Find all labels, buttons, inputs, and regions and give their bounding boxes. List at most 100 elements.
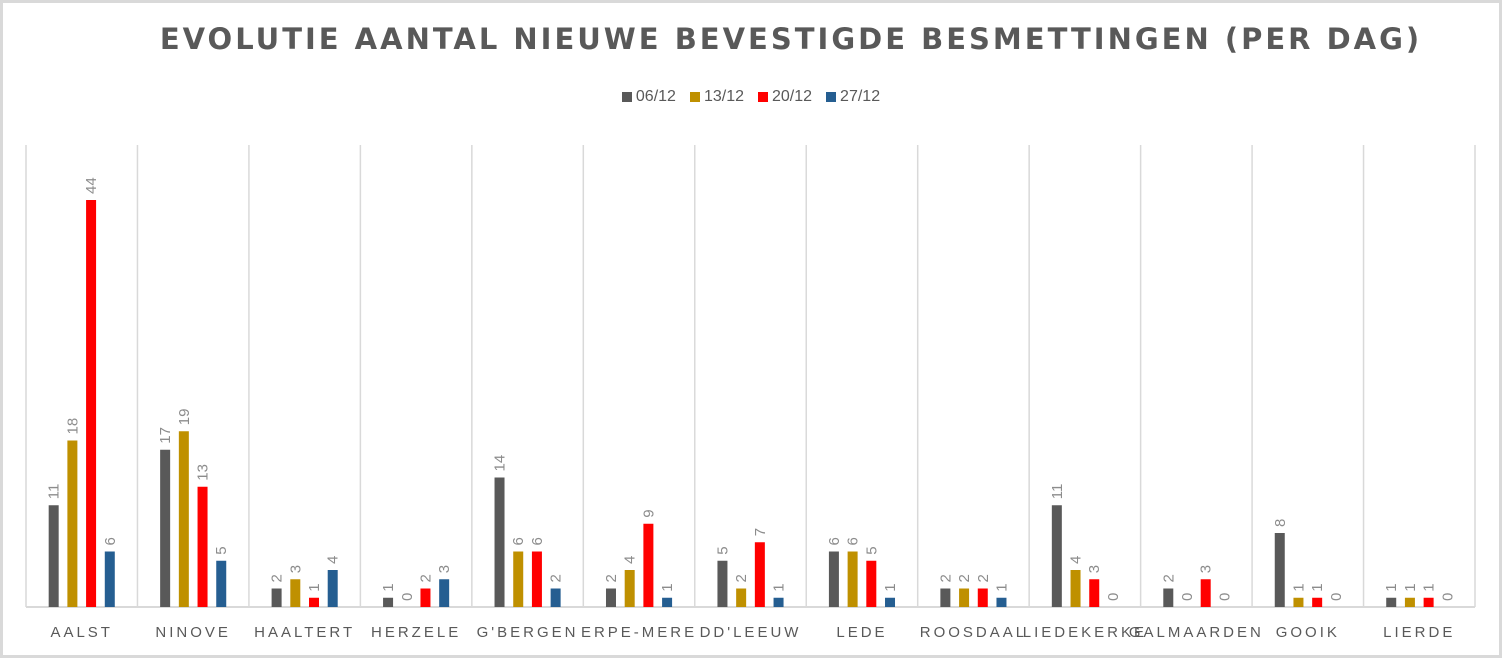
data-label: 1 — [1402, 583, 1419, 591]
data-label: 2 — [1160, 574, 1177, 582]
bar[interactable] — [48, 505, 59, 607]
bar[interactable] — [160, 449, 171, 607]
bar[interactable] — [736, 588, 747, 608]
bar[interactable] — [1051, 505, 1062, 607]
data-label: 2 — [548, 574, 565, 582]
data-label: 3 — [287, 565, 304, 573]
bar[interactable] — [309, 597, 320, 607]
legend-item[interactable]: 27/12 — [826, 88, 880, 106]
data-label: 4 — [622, 556, 639, 564]
data-label: 4 — [1068, 556, 1085, 564]
data-label: 9 — [640, 509, 657, 517]
bar[interactable] — [605, 588, 616, 608]
data-label: 1 — [771, 583, 788, 591]
bar[interactable] — [86, 200, 97, 607]
bar[interactable] — [513, 551, 524, 608]
bar[interactable] — [1200, 579, 1211, 607]
legend-label: 06/12 — [635, 88, 676, 105]
bar[interactable] — [662, 597, 673, 607]
data-label: 0 — [399, 593, 416, 601]
category-label: LIEDEKERKE — [1023, 624, 1147, 641]
bar[interactable] — [885, 597, 896, 607]
data-label: 1 — [380, 583, 397, 591]
category-label: ERPE-MERE — [581, 624, 697, 641]
bar[interactable] — [1089, 579, 1100, 607]
category-label: GOOIK — [1276, 624, 1340, 641]
bar[interactable] — [420, 588, 431, 608]
bar[interactable] — [290, 579, 301, 607]
data-label: 2 — [603, 574, 620, 582]
bar[interactable] — [197, 486, 208, 607]
data-label: 5 — [863, 546, 880, 554]
bar[interactable] — [1293, 597, 1304, 607]
data-label: 0 — [1179, 593, 1196, 601]
data-label: 2 — [269, 574, 286, 582]
bar[interactable] — [828, 551, 839, 608]
bar[interactable] — [383, 597, 394, 607]
data-label: 44 — [83, 177, 100, 194]
category-label: G'BERGEN — [477, 624, 579, 641]
bar[interactable] — [959, 588, 970, 608]
data-label: 18 — [64, 418, 81, 435]
legend-label: 20/12 — [772, 88, 813, 105]
bar[interactable] — [271, 588, 282, 608]
chart-title: EVOLUTIE AANTAL NIEUWE BEVESTIGDE BESMET… — [159, 22, 1423, 56]
data-label: 1 — [1290, 583, 1307, 591]
legend-swatch — [689, 92, 700, 102]
bar[interactable] — [104, 551, 115, 608]
data-label: 1 — [882, 583, 899, 591]
bar[interactable] — [67, 440, 78, 608]
bar[interactable] — [1312, 597, 1323, 607]
bar[interactable] — [494, 477, 505, 608]
data-label: 14 — [492, 455, 509, 472]
legend-swatch — [758, 92, 768, 102]
category-label: DD'LEEUW — [700, 624, 802, 641]
legend-item[interactable]: 06/12 — [621, 88, 676, 106]
bar[interactable] — [216, 560, 227, 607]
bar[interactable] — [866, 560, 877, 607]
data-label: 11 — [1049, 484, 1066, 500]
data-label: 1 — [659, 583, 676, 591]
legend-swatch — [621, 92, 632, 102]
category-label: HAALTERT — [254, 624, 355, 641]
bar[interactable] — [643, 523, 654, 607]
bar[interactable] — [1274, 533, 1285, 607]
bar[interactable] — [940, 588, 951, 608]
bar[interactable] — [996, 597, 1007, 607]
bar[interactable] — [1163, 588, 1174, 608]
legend-item[interactable]: 13/12 — [689, 88, 744, 106]
data-label: 1 — [1421, 583, 1438, 591]
category-label: NINOVE — [155, 624, 231, 641]
data-label: 11 — [46, 484, 63, 500]
bar[interactable] — [847, 551, 858, 608]
bar[interactable] — [550, 588, 561, 608]
legend-label: 27/12 — [840, 88, 881, 105]
bar[interactable] — [1404, 597, 1415, 607]
bar[interactable] — [977, 588, 988, 608]
legend: 06/12 13/12 20/12 27/12 — [0, 88, 1502, 106]
legend-item[interactable]: 20/12 — [758, 88, 812, 106]
data-label: 6 — [102, 537, 119, 545]
data-label: 6 — [845, 537, 862, 545]
bar[interactable] — [754, 542, 765, 607]
data-label: 1 — [306, 583, 323, 591]
bar[interactable] — [327, 570, 338, 607]
data-label: 4 — [325, 556, 342, 564]
data-label: 13 — [195, 464, 212, 481]
data-label: 2 — [975, 574, 992, 582]
bar[interactable] — [1423, 597, 1434, 607]
bar[interactable] — [1386, 597, 1397, 607]
data-label: 5 — [213, 546, 230, 554]
bar[interactable] — [439, 579, 450, 607]
bar[interactable] — [531, 551, 542, 608]
category-label: AALST — [50, 624, 113, 641]
bar[interactable] — [773, 597, 784, 607]
bar[interactable] — [717, 560, 728, 607]
data-label: 8 — [1272, 519, 1289, 527]
bar[interactable] — [1070, 570, 1081, 607]
bar[interactable] — [178, 431, 189, 607]
bar[interactable] — [624, 570, 635, 607]
data-label: 1 — [1309, 583, 1326, 591]
category-label: GALMAARDEN — [1129, 624, 1264, 641]
